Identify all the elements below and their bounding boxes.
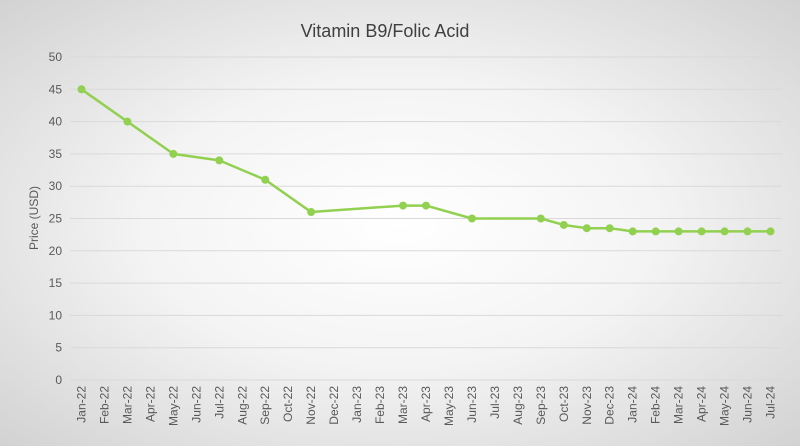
data-point — [651, 227, 660, 236]
x-tick-label: Jul-24 — [764, 386, 778, 419]
y-tick-label: 30 — [49, 179, 63, 193]
x-tick-label: Mar-23 — [396, 386, 410, 424]
x-tick-label: Jul-23 — [488, 386, 502, 419]
data-point — [169, 149, 178, 158]
x-tick-label: Nov-22 — [304, 386, 318, 425]
y-tick-label: 10 — [49, 308, 63, 322]
data-point — [399, 201, 408, 210]
data-point — [215, 156, 224, 165]
x-tick-label: Feb-24 — [649, 386, 663, 424]
x-tick-label: Sep-23 — [534, 386, 548, 425]
chart-title: Vitamin B9/Folic Acid — [301, 21, 470, 41]
data-point — [261, 175, 270, 184]
data-point — [766, 227, 775, 236]
x-tick-label: Aug-23 — [511, 386, 525, 425]
data-point — [467, 214, 476, 223]
x-tick-label: Feb-22 — [97, 386, 111, 424]
y-tick-label: 35 — [49, 147, 63, 161]
x-tick-label: Jul-22 — [212, 386, 226, 419]
y-tick-labels: 0 5 10 15 20 25 30 35 40 45 50 — [49, 50, 63, 387]
x-tick-label: Feb-23 — [373, 386, 387, 424]
x-tick-label: Mar-24 — [672, 386, 686, 424]
x-tick-label: Dec-23 — [603, 386, 617, 425]
x-tick-label: Jan-23 — [350, 386, 364, 423]
data-point — [628, 227, 637, 236]
x-tick-label: Aug-22 — [235, 386, 249, 425]
x-tick-labels: Jan-22 Feb-22 Mar-22 Apr-22 May-22 Jun-22 Jul-… — [74, 386, 777, 426]
x-tick-label: Oct-23 — [557, 386, 571, 422]
y-tick-label: 20 — [49, 244, 63, 258]
x-tick-label: Sep-22 — [258, 386, 272, 425]
data-point — [697, 227, 706, 236]
x-tick-label: May-24 — [718, 386, 732, 426]
x-tick-label: Apr-24 — [695, 386, 709, 422]
data-point — [720, 227, 729, 236]
x-tick-label: Jun-24 — [741, 386, 755, 423]
gridlines — [70, 56, 782, 381]
x-tick-label: Mar-22 — [120, 386, 134, 424]
data-point — [582, 224, 591, 233]
y-tick-label: 15 — [49, 276, 63, 290]
x-tick-label: Jun-23 — [465, 386, 479, 423]
data-point — [559, 220, 568, 229]
data-point — [743, 227, 752, 236]
x-tick-label: Jan-22 — [74, 386, 88, 423]
data-point — [674, 227, 683, 236]
x-tick-label: Nov-23 — [580, 386, 594, 425]
data-point — [77, 85, 86, 94]
y-tick-label: 50 — [49, 50, 63, 64]
data-point — [605, 224, 614, 233]
x-tick-label: May-23 — [442, 386, 456, 426]
y-tick-label: 25 — [49, 212, 63, 226]
series — [77, 85, 775, 236]
data-point — [123, 117, 132, 126]
x-tick-label: Apr-23 — [419, 386, 433, 422]
data-point — [307, 208, 316, 217]
y-tick-label: 40 — [49, 115, 63, 129]
x-tick-label: Apr-22 — [143, 386, 157, 422]
series-line — [80, 88, 772, 233]
y-tick-label: 0 — [55, 373, 62, 387]
y-axis-label: Price (USD) — [27, 186, 41, 250]
y-tick-label: 45 — [49, 82, 63, 96]
x-tick-label: Dec-22 — [327, 386, 341, 425]
x-tick-label: Oct-22 — [281, 386, 295, 422]
x-tick-label: May-22 — [166, 386, 180, 426]
data-point — [422, 201, 430, 210]
x-tick-label: Jan-24 — [626, 386, 640, 423]
y-tick-label: 5 — [55, 341, 62, 355]
x-tick-label: Jun-22 — [189, 386, 203, 423]
data-point — [536, 214, 545, 223]
